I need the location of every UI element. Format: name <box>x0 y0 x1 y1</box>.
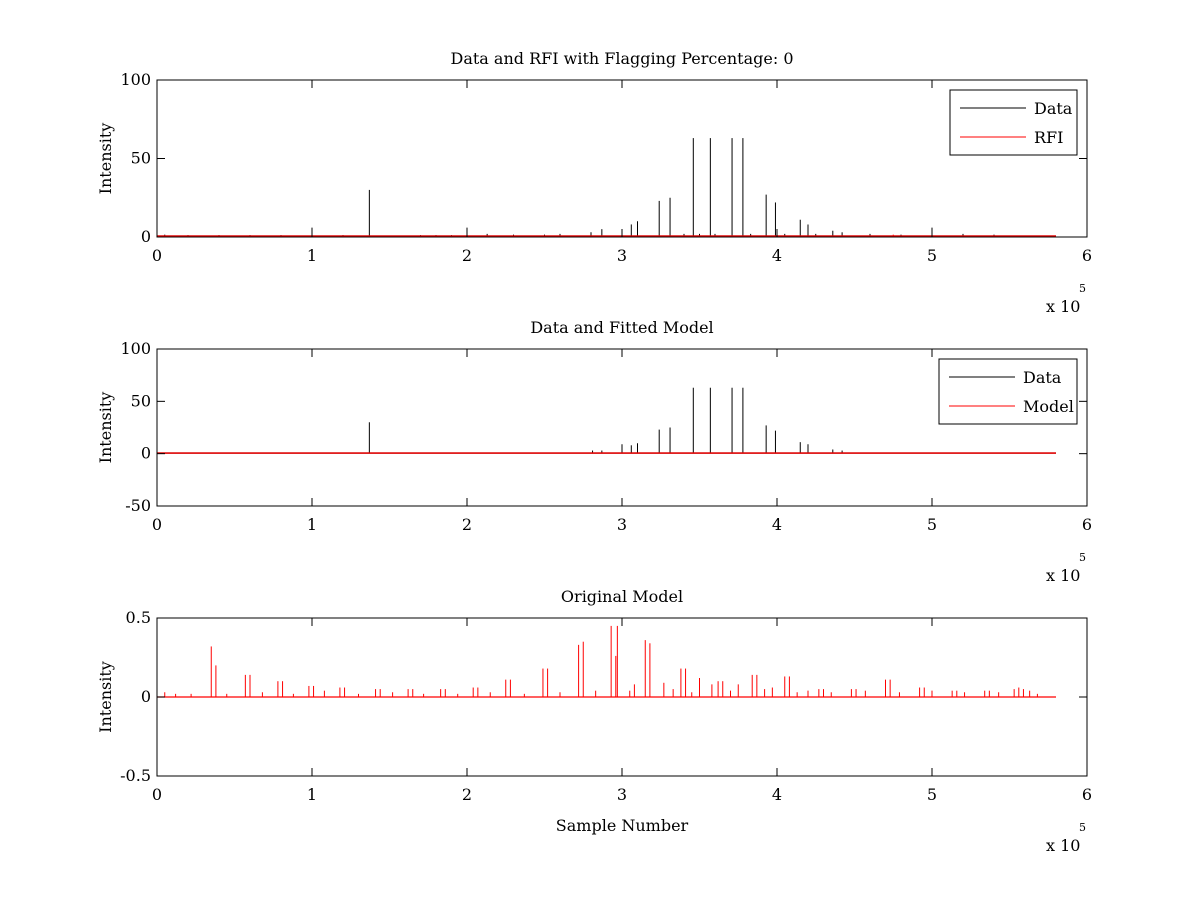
legend: Data RFI <box>949 89 1078 156</box>
x-exponent: x 10 5 <box>1046 551 1086 585</box>
legend-box <box>938 358 1078 425</box>
x-tick-label: 2 <box>462 246 472 265</box>
plot-area <box>157 387 1056 454</box>
x-tick-label: 6 <box>1082 515 1092 534</box>
legend: Data Model <box>938 358 1078 425</box>
y-tick-label: 0.5 <box>126 608 151 627</box>
legend-label-data: Data <box>1034 99 1073 118</box>
x-exponent: x 10 5 <box>1046 282 1086 316</box>
x-tick-label: 5 <box>927 785 937 804</box>
chart-panel-1: Data and RFI with Flagging Percentage: 0… <box>96 49 1092 316</box>
x-tick-label: 1 <box>307 515 317 534</box>
y-tick-label: -50 <box>125 496 151 515</box>
y-axis-label: Intensity <box>96 661 115 733</box>
x-exponent-power: 5 <box>1079 282 1086 295</box>
series-rfi <box>157 234 1056 237</box>
y-axis-label: Intensity <box>96 123 115 195</box>
plot-area <box>157 138 1056 237</box>
plot-area <box>157 625 1056 698</box>
x-tick-label: 0 <box>152 785 162 804</box>
x-exponent: x 10 5 <box>1046 821 1086 855</box>
y-tick-label: 50 <box>131 391 151 410</box>
x-tick-label: 4 <box>772 515 782 534</box>
chart-panel-2: Data and Fitted Model Intensity 0 1 2 3 4 5 6 -50… <box>96 318 1092 585</box>
chart-title: Data and Fitted Model <box>530 318 713 337</box>
chart-panel-3: Original Model Intensity Sample Number 0 1 2 3… <box>96 587 1092 855</box>
x-tick-label: 0 <box>152 515 162 534</box>
y-tick-label: 0 <box>141 227 151 246</box>
x-tick-label: 1 <box>307 785 317 804</box>
y-tick-label: -0.5 <box>120 766 151 785</box>
x-exponent-base: x 10 <box>1046 297 1080 316</box>
legend-label-data: Data <box>1023 368 1062 387</box>
y-tick-label: 100 <box>120 70 151 89</box>
x-exponent-power: 5 <box>1079 551 1086 564</box>
series-model <box>157 625 1056 698</box>
x-tick-label: 3 <box>617 785 627 804</box>
x-tick-label: 6 <box>1082 246 1092 265</box>
y-tick-label: 100 <box>120 339 151 358</box>
x-tick-label: 2 <box>462 515 472 534</box>
y-tick-label: 0 <box>141 687 151 706</box>
legend-label-model: Model <box>1023 397 1074 416</box>
x-tick-label: 1 <box>307 246 317 265</box>
legend-label-rfi: RFI <box>1034 128 1063 147</box>
y-tick-label: 50 <box>131 149 151 168</box>
y-axis-label: Intensity <box>96 392 115 464</box>
x-exponent-base: x 10 <box>1046 566 1080 585</box>
x-exponent-base: x 10 <box>1046 836 1080 855</box>
x-tick-label: 3 <box>617 515 627 534</box>
panels: Data and RFI with Flagging Percentage: 0… <box>96 49 1092 855</box>
x-tick-label: 5 <box>927 246 937 265</box>
chart-title: Original Model <box>561 587 683 606</box>
y-tick-label: 0 <box>141 444 151 463</box>
x-tick-label: 4 <box>772 246 782 265</box>
x-tick-label: 0 <box>152 246 162 265</box>
x-tick-label: 5 <box>927 515 937 534</box>
x-exponent-power: 5 <box>1079 821 1086 834</box>
x-tick-label: 6 <box>1082 785 1092 804</box>
legend-box <box>949 89 1078 156</box>
x-tick-label: 4 <box>772 785 782 804</box>
x-tick-label: 3 <box>617 246 627 265</box>
x-tick-label: 2 <box>462 785 472 804</box>
chart-title: Data and RFI with Flagging Percentage: 0 <box>450 49 793 68</box>
x-axis-label: Sample Number <box>556 816 689 835</box>
